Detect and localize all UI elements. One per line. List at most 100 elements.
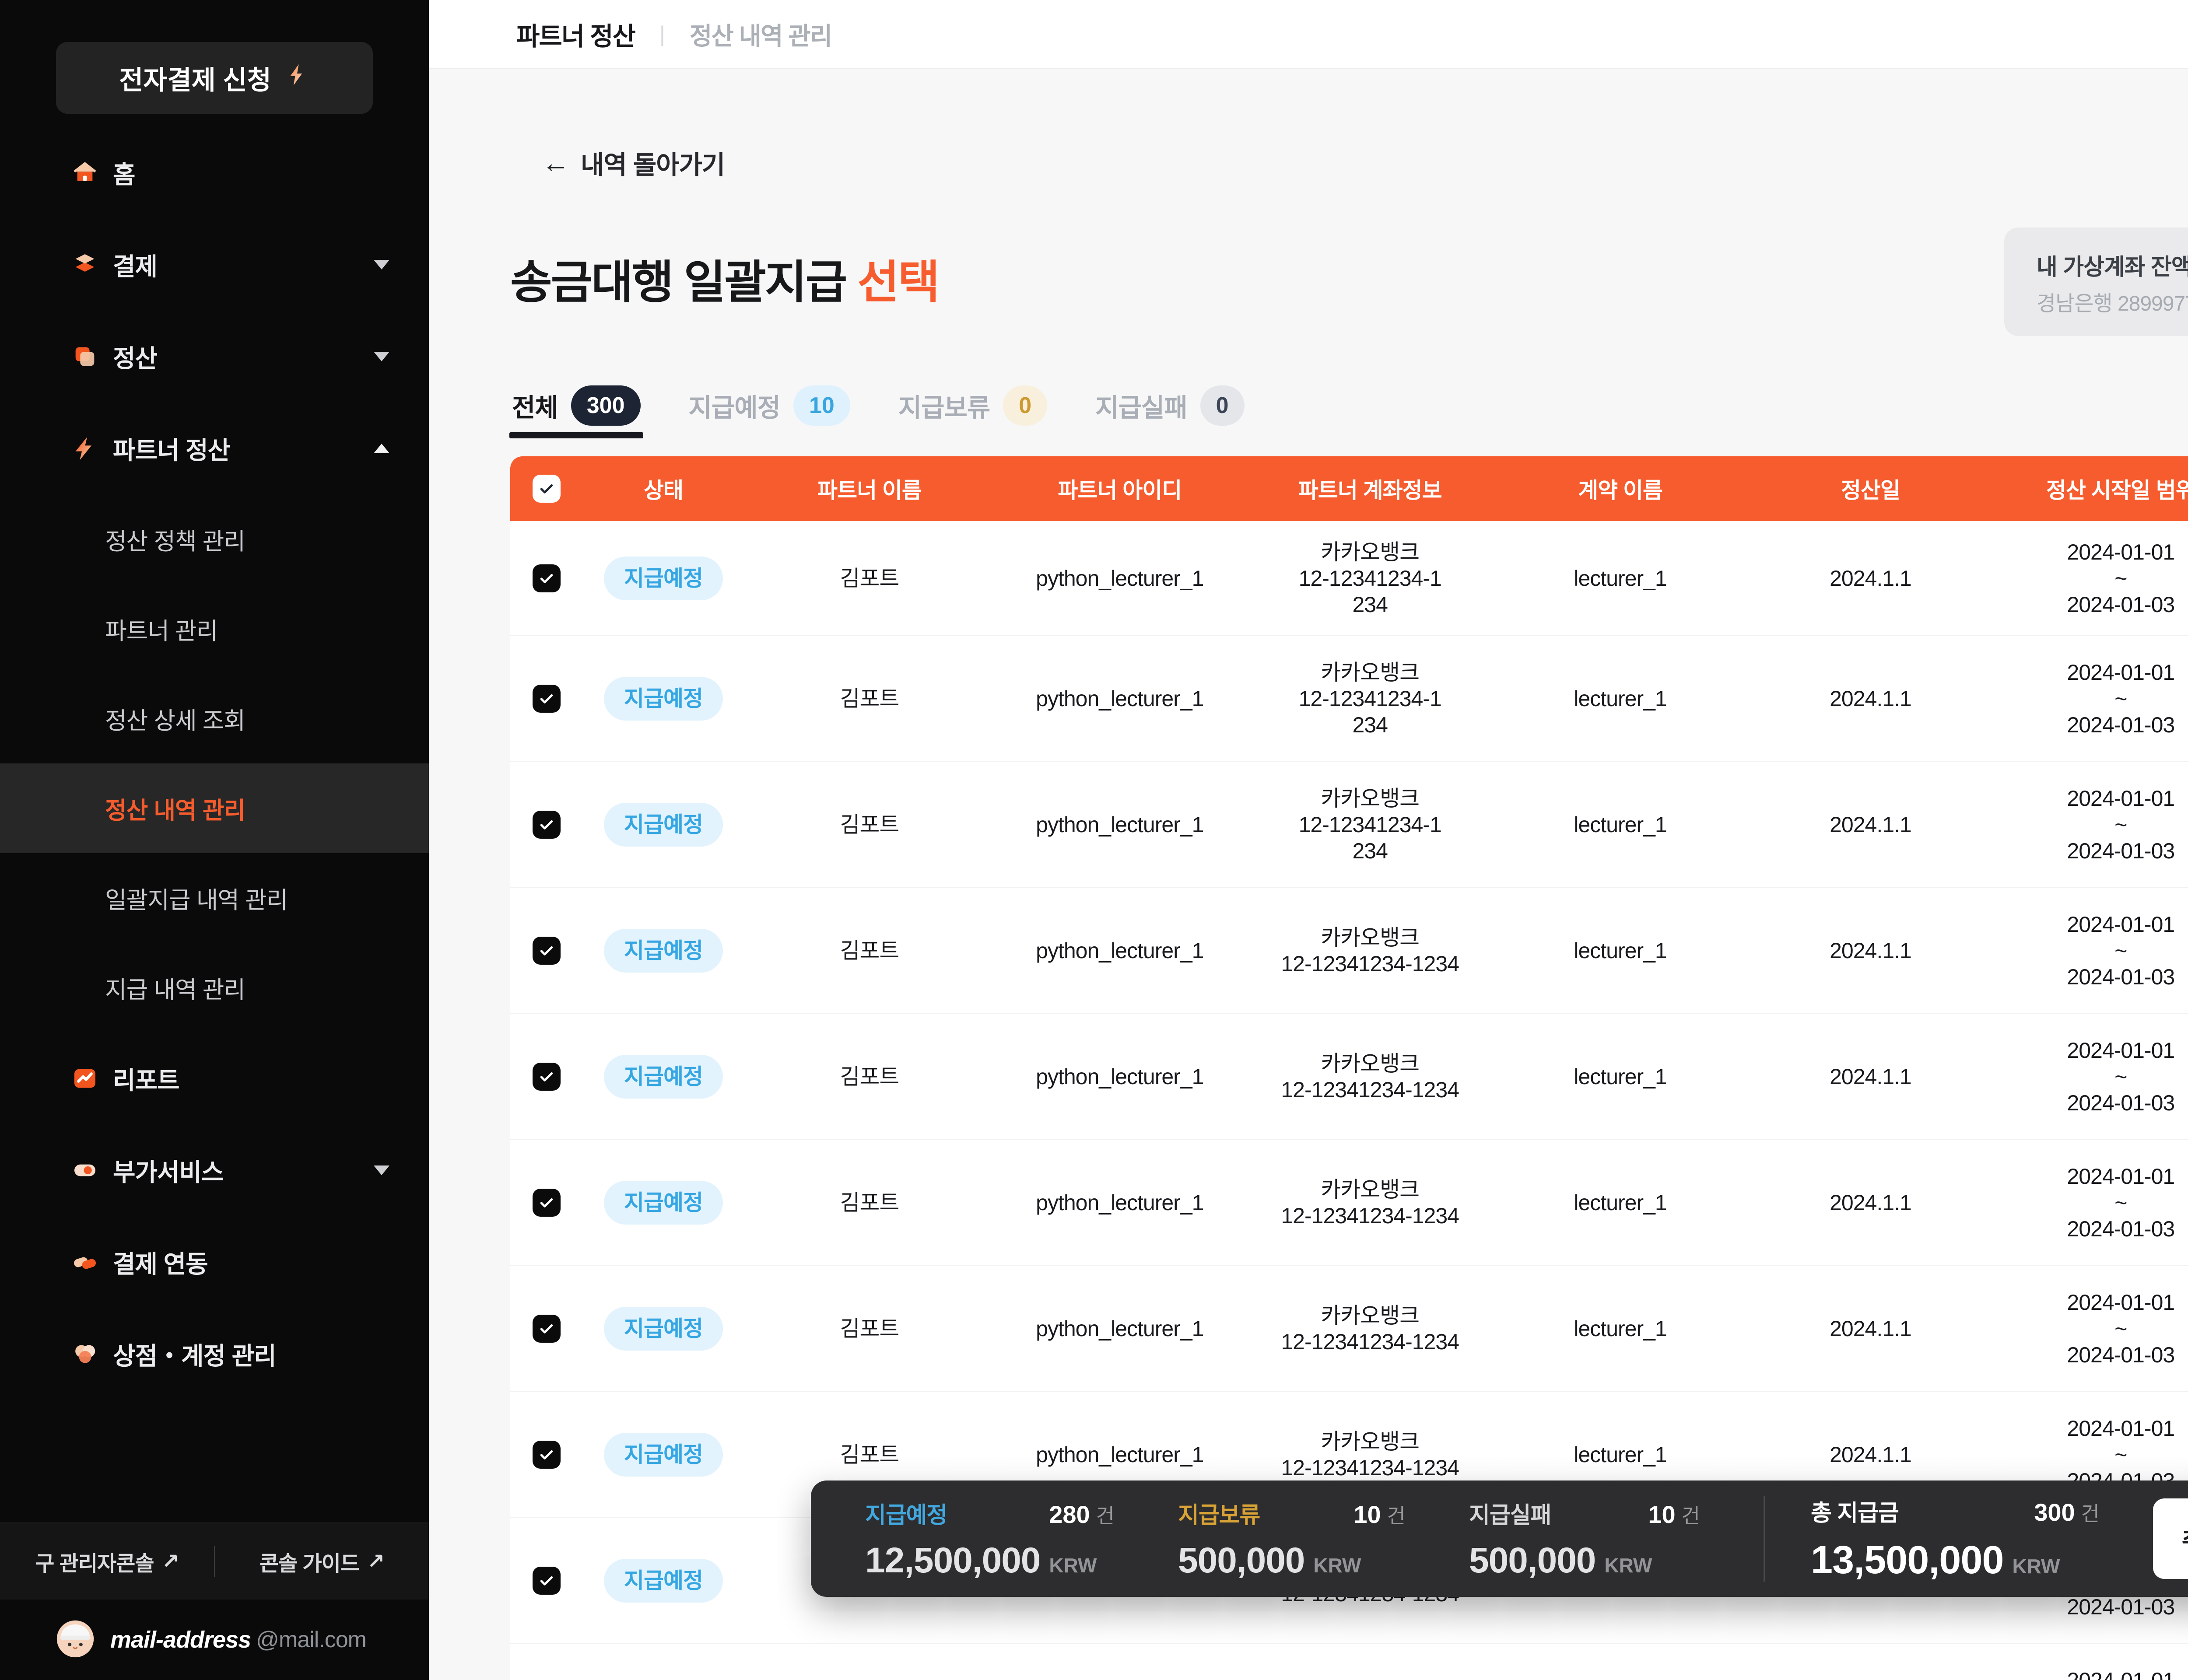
balance-card: 내 가상계좌 잔액 경남은행 28999770218123 잔액조회 <box>2004 228 2188 336</box>
row-checkbox[interactable] <box>532 685 561 713</box>
sidebar-item-addon-services[interactable]: 부가서비스 <box>0 1124 429 1216</box>
settle-date-cell: 2024.1.1 <box>1830 812 1912 837</box>
old-admin-console-link[interactable]: 구 관리자콘솔 ↗ <box>0 1546 214 1577</box>
cancel-button[interactable]: 취소 <box>2153 1498 2188 1579</box>
tab-label: 전체 <box>512 394 558 422</box>
summary-currency: KRW <box>1049 1554 1097 1577</box>
row-checkbox[interactable] <box>532 564 561 592</box>
footer-divider <box>214 1546 215 1577</box>
status-badge: 지급예정 <box>604 803 723 847</box>
sidebar-item-report[interactable]: 리포트 <box>0 1032 429 1124</box>
partner-name-cell: 김포트 <box>840 1064 899 1089</box>
sidebar-subitem-payout-history[interactable]: 지급 내역 관리 <box>0 943 429 1032</box>
account-email-name: mail-address <box>110 1627 251 1653</box>
back-arrow-icon: ← <box>542 147 570 178</box>
partner-name-cell: 김포트 <box>840 1442 899 1467</box>
tab-label: 지급실패 <box>1095 394 1187 422</box>
subitem-label: 지급 내역 관리 <box>105 977 245 1003</box>
sidebar-item-partner-settlement[interactable]: 파트너 정산 <box>0 402 429 494</box>
status-cell: 지급예정 <box>582 556 744 600</box>
summary-section-label: 지급실패 <box>1469 1502 1551 1528</box>
row-checkbox[interactable] <box>532 1063 561 1091</box>
table-header: 상태 파트너 이름 파트너 아이디 파트너 계좌정보 계약 이름 정산일 정산 시작일 범위… <box>510 456 2188 521</box>
sidebar-subitem-bulk-payout-history[interactable]: 일괄지급 내역 관리 <box>0 853 429 943</box>
tab[interactable]: 지급보류 0 <box>898 373 1048 438</box>
row-checkbox[interactable] <box>532 1567 561 1595</box>
tab[interactable]: 지급예정 10 <box>689 373 850 438</box>
status-badge: 지급예정 <box>604 1433 723 1477</box>
tab[interactable]: 전체 300 <box>509 373 643 438</box>
toggle-icon <box>70 1155 100 1185</box>
summary-section-count: 300 <box>2034 1498 2075 1526</box>
tab[interactable]: 지급실패 0 <box>1095 373 1245 438</box>
row-checkbox-cell <box>510 1567 582 1595</box>
sidebar-item-settlement[interactable]: 정산 <box>0 311 429 402</box>
row-checkbox[interactable] <box>532 1441 561 1469</box>
summary-section-unit: 건 <box>1387 1504 1406 1527</box>
settle-date-cell: 2024.1.1 <box>1830 1316 1912 1341</box>
settle-range-cell: 2024-01-01~2024-01-03 <box>2067 660 2175 737</box>
table-row[interactable]: 지급예정 김포트 python_lecturer_1 카카오뱅크12-12341… <box>510 1644 2188 1680</box>
sidebar-item-payment[interactable]: 결제 <box>0 219 429 311</box>
summary-section-count: 10 <box>1648 1500 1676 1528</box>
summary-amount: 500,000 <box>1178 1540 1305 1580</box>
column-header: 계약 이름 <box>1578 478 1663 503</box>
partner-id-cell: python_lecturer_1 <box>1036 566 1204 591</box>
status-cell: 지급예정 <box>582 803 744 847</box>
column-header: 파트너 계좌정보 <box>1298 478 1442 503</box>
breadcrumb-current[interactable]: 파트너 정산 <box>516 22 636 51</box>
tabs: 전체 300 지급예정 10 지급보류 0 지급실패 0 <box>509 373 1245 438</box>
summary-amount-row: 13,500,000 KRW <box>1811 1538 2100 1583</box>
status-badge: 지급예정 <box>604 929 723 973</box>
chevron-down-icon <box>374 1166 389 1175</box>
summary-section: 총 지급금 300 건 13,500,000 KRW <box>1811 1494 2100 1583</box>
row-checkbox-cell <box>510 1189 582 1217</box>
partner-name-cell: 김포트 <box>840 812 899 837</box>
summary-currency: KRW <box>2012 1555 2060 1578</box>
partner-name-cell: 김포트 <box>840 1316 899 1341</box>
select-all-checkbox[interactable] <box>532 475 561 503</box>
partner-name-cell: 김포트 <box>840 686 899 711</box>
row-checkbox-cell <box>510 811 582 839</box>
sidebar-subitem-partner-management[interactable]: 파트너 관리 <box>0 584 429 674</box>
breadcrumb-page[interactable]: 정산 내역 관리 <box>689 22 832 50</box>
sidebar-subitem-settlement-detail[interactable]: 정산 상세 조회 <box>0 674 429 763</box>
sidebar-subitem-settlement-policy[interactable]: 정산 정책 관리 <box>0 494 429 584</box>
contract-name-cell: lecturer_1 <box>1574 1064 1667 1089</box>
settle-range-cell: 2024-01-01~2024-01-03 <box>2067 912 2175 989</box>
sidebar-subitem-settlement-history[interactable]: 정산 내역 관리 <box>0 763 429 853</box>
settle-date-cell: 2024.1.1 <box>1830 938 1912 963</box>
row-checkbox[interactable] <box>532 1315 561 1343</box>
back-link[interactable]: ← 내역 돌아가기 <box>542 144 725 181</box>
sidebar-item-label: 상점・계정 관리 <box>113 1342 277 1370</box>
row-checkbox[interactable] <box>532 811 561 839</box>
console-guide-link[interactable]: 콘솔 가이드 ↗ <box>215 1546 429 1577</box>
sidebar-item-payment-integration[interactable]: 결제 연동 <box>0 1216 429 1308</box>
sidebar-item-store-account[interactable]: 상점・계정 관리 <box>0 1308 429 1400</box>
tab-label: 지급예정 <box>688 394 781 422</box>
account-row[interactable]: mail-address @mail.com <box>0 1600 429 1680</box>
link-label: 구 관리자콘솔 <box>35 1552 154 1575</box>
column-header: 정산 시작일 범위 <box>2046 478 2188 503</box>
row-checkbox[interactable] <box>532 1189 561 1217</box>
row-checkbox[interactable] <box>532 937 561 965</box>
summary-section-count: 280 <box>1049 1500 1090 1528</box>
status-cell: 지급예정 <box>582 1181 744 1225</box>
apply-epay-button[interactable]: 전자결제 신청 <box>56 42 373 114</box>
chevron-down-icon <box>374 352 389 361</box>
sidebar-item-label: 리포트 <box>113 1066 180 1094</box>
summary-amount-row: 500,000 KRW <box>1469 1540 1700 1581</box>
summary-section-head: 총 지급금 300 건 <box>1811 1494 2100 1527</box>
sidebar-item-home[interactable]: 홈 <box>0 127 429 219</box>
settle-range-cell: 2024-01-01~2024-01-03 <box>1995 1667 2188 1680</box>
